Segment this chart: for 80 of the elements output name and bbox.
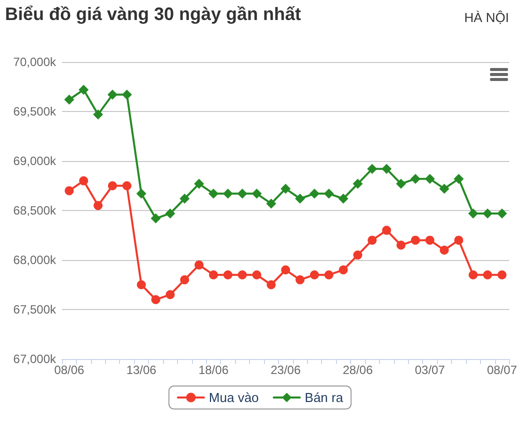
point [338, 194, 348, 204]
point [208, 188, 218, 199]
point [483, 270, 492, 280]
point [238, 270, 247, 280]
point [237, 188, 248, 199]
point [382, 226, 392, 235]
point [222, 188, 233, 199]
point [78, 84, 89, 95]
y-tick-label: 69,000k [13, 154, 57, 168]
point [136, 188, 146, 199]
point [136, 280, 146, 290]
point [194, 178, 204, 189]
point [94, 201, 103, 210]
point [440, 246, 449, 255]
x-tick-label: 08/07 [486, 363, 518, 377]
point [368, 236, 377, 245]
point [252, 270, 262, 280]
point [79, 176, 88, 186]
point [108, 181, 117, 190]
point [295, 194, 306, 204]
point [180, 194, 190, 204]
y-tick-label: 70,000k [13, 55, 57, 69]
x-tick-label: 18/06 [198, 363, 229, 377]
point [166, 290, 175, 300]
point [151, 295, 160, 304]
point [194, 260, 204, 270]
legend-label: Mua vào [208, 390, 259, 405]
point [424, 174, 435, 184]
point [165, 208, 176, 218]
y-tick-label: 67,000k [13, 352, 57, 366]
point [107, 90, 118, 100]
point [382, 164, 392, 174]
y-tick-label: 69,500k [13, 104, 57, 118]
point [310, 270, 319, 280]
point [338, 265, 348, 274]
chart-title: Biểu đồ giá vàng 30 ngày gần nhất [5, 4, 302, 24]
point [208, 270, 218, 280]
chart-subtitle: HÀ NỘI [464, 10, 510, 25]
x-tick-label: 03/07 [414, 363, 446, 377]
point [410, 174, 420, 184]
point [468, 208, 478, 218]
point [93, 109, 104, 120]
point [266, 198, 276, 209]
point [353, 250, 362, 260]
point [468, 270, 478, 280]
x-tick-label: 23/06 [270, 363, 301, 377]
point [410, 236, 420, 245]
x-tick-label: 28/06 [342, 363, 374, 377]
point [252, 188, 262, 199]
point [396, 178, 406, 189]
point [281, 265, 290, 274]
point [482, 208, 493, 218]
point [497, 208, 507, 218]
y-tick-label: 67,500k [13, 302, 57, 316]
y-tick-label: 68,500k [13, 204, 57, 218]
point [309, 188, 320, 199]
point [425, 236, 434, 245]
point [352, 178, 363, 189]
point [439, 184, 450, 194]
y-tick-label: 68,000k [13, 253, 57, 267]
point [180, 275, 190, 284]
point [266, 280, 276, 290]
point [122, 181, 132, 190]
point [150, 213, 161, 224]
point [454, 174, 464, 184]
point [498, 270, 506, 280]
x-tick-label: 08/06 [54, 363, 85, 377]
point [396, 240, 406, 250]
point [324, 270, 334, 280]
point [280, 184, 291, 194]
legend-label: Bán ra [304, 390, 344, 405]
x-tick-label: 13/06 [126, 363, 157, 377]
point [64, 94, 74, 105]
point [122, 90, 132, 100]
point [454, 236, 464, 245]
point [324, 188, 334, 199]
point [367, 164, 378, 174]
point [64, 186, 74, 196]
point [223, 270, 232, 280]
point [296, 275, 305, 284]
